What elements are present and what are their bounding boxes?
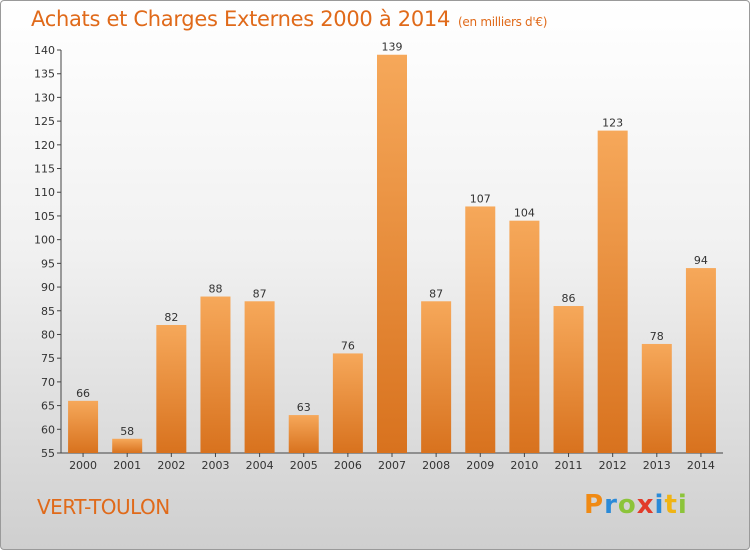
logo-letter: i: [677, 490, 688, 520]
bar: [332, 353, 363, 453]
bar-value-label: 87: [429, 287, 443, 300]
x-tick-label: 2008: [422, 459, 450, 472]
bar-value-label: 104: [514, 207, 535, 220]
logo-letter: i: [654, 490, 665, 520]
x-tick-label: 2011: [555, 459, 583, 472]
y-tick-label: 85: [41, 305, 55, 318]
chart-title: Achats et Charges Externes 2000 à 2014 (e…: [31, 7, 547, 31]
bar: [465, 206, 496, 453]
logo-letter: x: [636, 490, 655, 520]
logo-letter: t: [664, 490, 678, 520]
bar-value-label: 94: [694, 254, 708, 267]
bar-value-label: 66: [76, 387, 90, 400]
y-tick-label: 125: [34, 115, 55, 128]
bar-value-label: 63: [297, 401, 311, 414]
y-tick-label: 75: [41, 352, 55, 365]
logo-letter: o: [617, 490, 637, 520]
y-tick-label: 95: [41, 257, 55, 270]
y-tick-label: 135: [34, 68, 55, 81]
y-tick-label: 140: [34, 44, 55, 57]
bar-value-label: 87: [253, 287, 267, 300]
logo-letter: P: [584, 490, 605, 520]
y-tick-label: 90: [41, 281, 55, 294]
axes: 55 60 65 70 75 80 85 90 95 100 105 110 115 120 125 130 1…: [34, 44, 723, 472]
y-tick-label: 65: [41, 400, 55, 413]
x-tick-label: 2001: [113, 459, 141, 472]
y-tick-label: 55: [41, 447, 55, 460]
x-tick-label: 2007: [378, 459, 406, 472]
x-tick-label: 2013: [643, 459, 671, 472]
y-tick-label: 110: [34, 186, 55, 199]
bar: [68, 400, 99, 453]
bar: [377, 54, 407, 453]
bar: [553, 306, 584, 453]
bar-value-label: 82: [164, 311, 178, 324]
chart-unit: (en milliers d'€): [458, 15, 548, 29]
bar-value-label: 76: [341, 339, 355, 352]
y-tick-label: 60: [41, 423, 55, 436]
commune-name: VERT-TOULON: [37, 495, 170, 519]
x-tick-label: 2012: [599, 459, 627, 472]
bar: [685, 268, 716, 453]
bar: [200, 296, 231, 453]
bar-value-label: 107: [470, 192, 491, 205]
proxiti-logo[interactable]: Proxiti: [584, 490, 688, 520]
x-tick-label: 2005: [290, 459, 318, 472]
bar-value-label: 58: [120, 425, 134, 438]
logo-letter: r: [604, 490, 618, 520]
bar-value-label: 88: [208, 283, 222, 296]
x-tick-label: 2004: [246, 459, 274, 472]
bars: 66 58 82 88 87 63 76 139 87 107 104 86 123 78 94: [68, 41, 716, 453]
x-tick-label: 2009: [466, 459, 494, 472]
bar: [112, 438, 143, 453]
y-tick-label: 130: [34, 91, 55, 104]
y-tick-label: 70: [41, 376, 55, 389]
y-tick-label: 120: [34, 139, 55, 152]
bar: [509, 220, 540, 453]
bar-value-label: 78: [650, 330, 664, 343]
x-tick-label: 2003: [201, 459, 229, 472]
bar-value-label: 123: [602, 117, 623, 130]
bar-value-label: 86: [562, 292, 576, 305]
x-tick-label: 2006: [334, 459, 362, 472]
bar: [421, 301, 452, 453]
bar-value-label: 139: [382, 41, 403, 54]
bar: [597, 130, 628, 453]
y-tick-label: 115: [34, 163, 55, 176]
x-tick-label: 2014: [687, 459, 715, 472]
x-tick-label: 2010: [510, 459, 538, 472]
x-tick-label: 2000: [69, 459, 97, 472]
chart-title-text: Achats et Charges Externes 2000 à 2014: [31, 7, 451, 31]
x-tick-label: 2002: [157, 459, 185, 472]
bar: [244, 301, 275, 453]
y-tick-label: 80: [41, 328, 55, 341]
bar: [288, 415, 319, 453]
bar: [641, 343, 672, 453]
y-tick-label: 105: [34, 210, 55, 223]
bar: [156, 324, 187, 453]
y-tick-label: 100: [34, 234, 55, 247]
